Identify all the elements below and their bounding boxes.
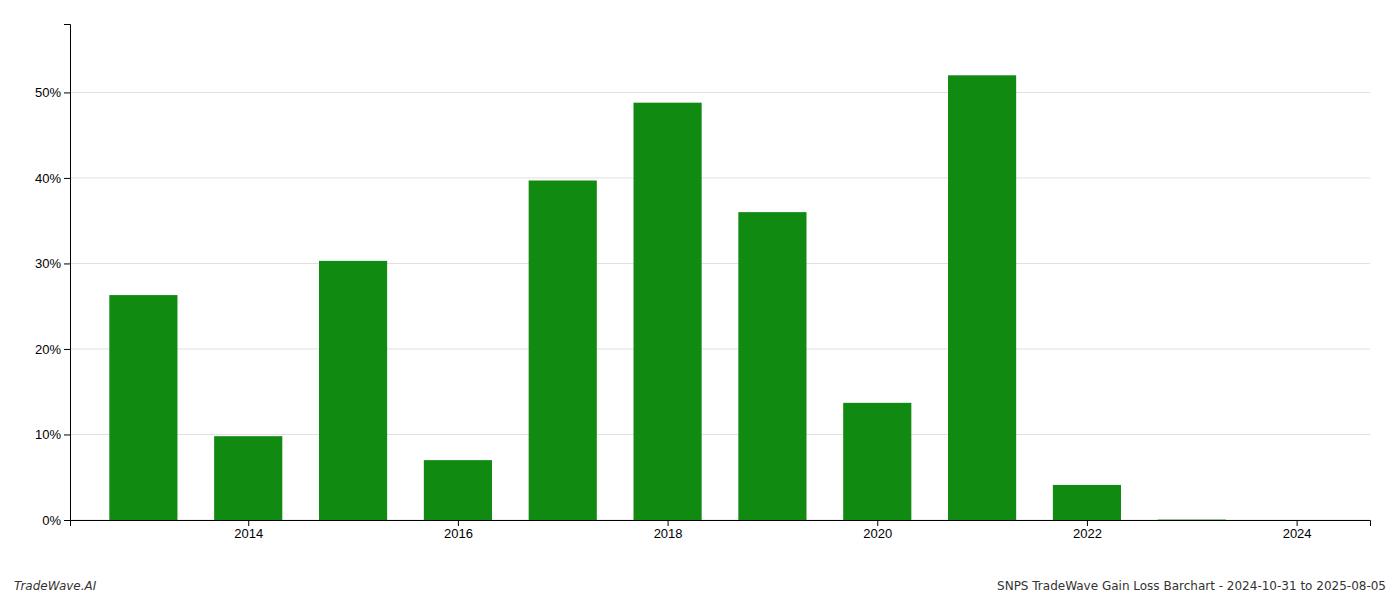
grid-line	[70, 92, 1370, 93]
y-tick-label: 0%	[42, 513, 61, 528]
bar	[109, 295, 177, 520]
x-tick: 2016	[444, 520, 473, 541]
x-tick: 2022	[1073, 520, 1102, 541]
y-tick: 30%	[35, 256, 70, 271]
bar	[738, 212, 806, 520]
bar	[529, 180, 597, 520]
y-tick-mark	[64, 434, 70, 435]
chart: 2014 2016 2018 2020 2022 2024 0% 10% 20% 30% 40% 50…	[0, 0, 1400, 600]
x-tick-mark	[248, 520, 249, 526]
y-tick: 0%	[42, 513, 70, 528]
x-tick-label: 2016	[444, 526, 473, 541]
y-tick-label: 50%	[35, 85, 61, 100]
bar	[424, 460, 492, 520]
bar	[843, 403, 911, 520]
y-tick-mark	[64, 263, 70, 264]
grid	[70, 92, 1370, 520]
grid-line	[70, 434, 1370, 435]
grid-line	[70, 263, 1370, 264]
x-tick-mark	[1087, 520, 1088, 526]
x-tick-label: 2020	[863, 526, 892, 541]
x-tick: 2024	[1283, 520, 1312, 541]
bars	[109, 75, 1226, 520]
y-axis: 0% 10% 20% 30% 40% 50%	[35, 25, 71, 528]
y-tick-label: 30%	[35, 256, 61, 271]
x-tick-label: 2022	[1073, 526, 1102, 541]
y-tick-mark	[64, 520, 70, 521]
footer-left: TradeWave.AI	[14, 579, 97, 593]
bar	[1158, 519, 1226, 520]
grid-line	[70, 348, 1370, 349]
x-tick-label: 2024	[1283, 526, 1312, 541]
y-tick: 50%	[35, 85, 70, 100]
y-tick: 10%	[35, 427, 70, 442]
y-tick-mark	[64, 349, 70, 350]
x-axis-line	[71, 521, 1371, 527]
x-tick: 2020	[863, 520, 892, 541]
bar	[214, 436, 282, 520]
y-tick-label: 10%	[35, 427, 61, 442]
bar	[1053, 485, 1121, 520]
x-tick: 2018	[654, 520, 683, 541]
bar	[948, 75, 1016, 520]
x-tick-mark	[668, 520, 669, 526]
y-tick-label: 20%	[35, 342, 61, 357]
y-tick: 40%	[35, 171, 70, 186]
plot: 2014 2016 2018 2020 2022 2024 0% 10% 20% 30% 40% 50…	[35, 25, 1371, 542]
x-tick-mark	[458, 520, 459, 526]
y-tick-mark	[64, 92, 70, 93]
bar	[319, 261, 387, 520]
bar	[634, 103, 702, 520]
x-tick-label: 2018	[654, 526, 683, 541]
x-axis: 2014 2016 2018 2020 2022 2024	[71, 520, 1371, 541]
x-tick: 2014	[234, 520, 263, 541]
y-tick-label: 40%	[35, 171, 61, 186]
y-tick-mark	[64, 178, 70, 179]
y-tick: 20%	[35, 342, 70, 357]
x-tick-mark	[877, 520, 878, 526]
grid-line	[70, 177, 1370, 178]
x-tick-label: 2014	[234, 526, 263, 541]
y-axis-line	[64, 25, 71, 521]
x-tick-mark	[1297, 520, 1298, 526]
footer-right: SNPS TradeWave Gain Loss Barchart - 2024…	[997, 579, 1386, 593]
